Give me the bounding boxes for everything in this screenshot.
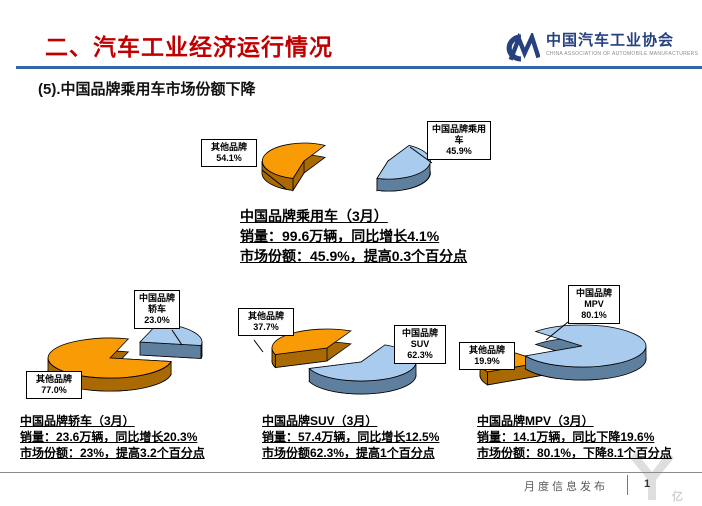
callout-value: 80.1% — [581, 310, 607, 320]
pie-slice-top — [376, 144, 431, 180]
footer-divider-line — [0, 472, 702, 473]
summary-line: 中国品牌SUV（3月） — [262, 414, 378, 428]
callout-label: 中国品牌乘用车 — [431, 124, 486, 145]
page-number: 1 — [644, 478, 651, 490]
callout-leader-line — [261, 169, 287, 190]
pie-slice-top — [47, 337, 172, 379]
callout-leader-line — [253, 339, 264, 353]
summary-line: 销量：57.4万辆，同比增长12.5% — [262, 430, 440, 444]
pie-callout-passenger-blue: 中国品牌乘用车 45.9% — [427, 121, 491, 160]
callout-label: 中国品牌MPV — [575, 288, 612, 309]
pie-callout-mpv-blue: 中国品牌MPV 80.1% — [568, 285, 620, 324]
callout-value: 37.7% — [253, 322, 279, 332]
caam-logo-mark-icon — [506, 33, 540, 62]
summary-line: 市场份额：45.9%，提高0.3个百分点 — [240, 248, 468, 264]
watermark-text: 亿欧 — [672, 491, 683, 503]
watermark-y-icon — [630, 452, 674, 500]
callout-value: 23.0% — [144, 315, 170, 325]
callout-value: 45.9% — [446, 146, 472, 156]
footer-label: 月度信息发布 — [524, 481, 608, 493]
caam-logo-tagline: CHINA ASSOCIATION OF AUTOMOBILE MANUFACT… — [546, 51, 699, 57]
slide-title: 二、汽车工业经济运行情况 — [45, 34, 333, 60]
pie-slice-top — [261, 142, 326, 179]
pie-callout-suv-orange: 其他品牌 37.7% — [238, 308, 294, 336]
pie-callout-suv-blue: 中国品牌SUV 62.3% — [394, 325, 446, 364]
pie-callout-mpv-orange: 其他品牌 19.9% — [459, 342, 515, 370]
summary-line: 市场份额：23%，提高3.2个百分点 — [20, 446, 205, 460]
summary-passenger: 中国品牌乘用车（3月） 销量：99.6万辆，同比增长4.1% 市场份额：45.9… — [240, 206, 467, 266]
callout-value: 62.3% — [407, 350, 433, 360]
summary-line: 市场份额：80.1%，下降8.1个百分点 — [477, 446, 672, 460]
pie-callout-passenger-orange: 其他品牌 54.1% — [201, 139, 257, 167]
summary-line: 市场份额62.3%，提高1个百分点 — [262, 446, 435, 460]
summary-line: 销量：99.6万辆，同比增长4.1% — [240, 228, 440, 244]
callout-leader-line — [409, 146, 433, 164]
callout-label: 其他品牌 — [247, 311, 284, 321]
callout-leader-line — [171, 329, 183, 346]
watermark-logo: 亿欧 — [630, 450, 683, 505]
caam-logo-name: 中国汽车工业协会 — [546, 32, 675, 49]
slide-subtitle: (5).中国品牌乘用车市场份额下降 — [38, 81, 256, 98]
callout-value: 77.0% — [41, 385, 67, 395]
pie-chart-sedan — [47, 322, 203, 392]
summary-line: 销量：23.6万辆，同比增长20.3% — [20, 430, 198, 444]
summary-suv: 中国品牌SUV（3月） 销量：57.4万辆，同比增长12.5% 市场份额62.3… — [262, 413, 439, 461]
summary-line: 中国品牌MPV（3月） — [477, 414, 594, 428]
callout-leader-line — [545, 321, 569, 341]
summary-line: 销量：14.1万辆，同比下降19.6% — [477, 430, 655, 444]
callout-label: 其他品牌 — [35, 374, 72, 384]
callout-value: 54.1% — [216, 153, 242, 163]
title-rule — [16, 66, 702, 69]
callout-label: 中国品牌SUV — [401, 328, 438, 349]
summary-mpv: 中国品牌MPV（3月） 销量：14.1万辆，同比下降19.6% 市场份额：80.… — [477, 413, 672, 461]
summary-line: 中国品牌乘用车（3月） — [240, 208, 388, 224]
summary-sedan: 中国品牌轿车（3月） 销量：23.6万辆，同比增长20.3% 市场份额：23%，… — [20, 413, 205, 461]
caam-logo: 中国汽车工业协会 CHINA ASSOCIATION OF AUTOMOBILE… — [496, 33, 698, 63]
pie-callout-sedan-orange: 其他品牌 77.0% — [26, 371, 82, 399]
footer-separator — [627, 475, 628, 495]
callout-value: 19.9% — [474, 356, 500, 366]
callout-label: 其他品牌 — [210, 142, 247, 152]
summary-line: 中国品牌轿车（3月） — [20, 414, 135, 428]
pie-chart-passenger — [261, 142, 431, 192]
pie-callout-sedan-blue: 中国品牌轿车 23.0% — [134, 290, 180, 329]
pie-slice-top — [524, 324, 647, 368]
callout-label: 其他品牌 — [468, 345, 505, 355]
callout-label: 中国品牌轿车 — [138, 293, 175, 314]
